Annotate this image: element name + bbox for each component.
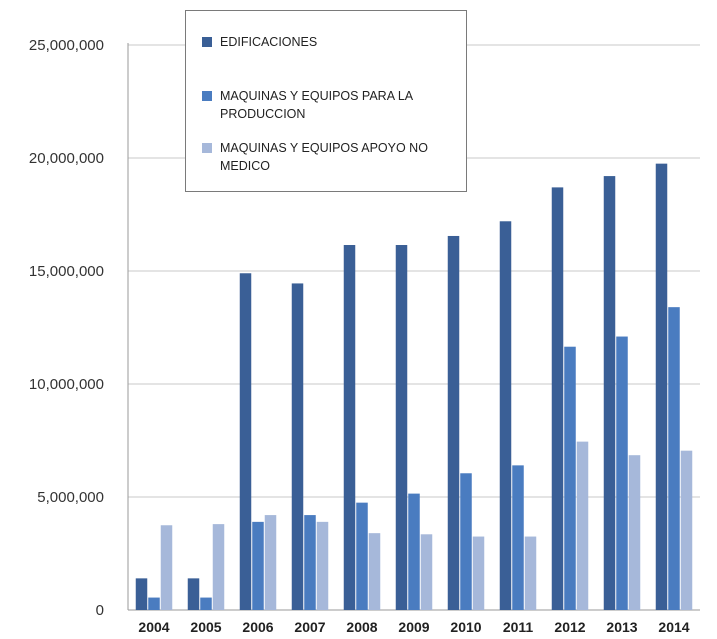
bar-2013-series-2 <box>616 336 628 610</box>
bar-2004-series-1 <box>135 578 148 610</box>
bar-2005-series-3 <box>212 524 225 610</box>
bar-2013-series-3 <box>628 455 641 610</box>
bar-2013-series-1 <box>603 176 616 610</box>
bar-2012-series-3 <box>576 441 589 610</box>
bar-2007-series-2 <box>304 515 316 610</box>
bar-2005-series-1 <box>187 578 200 610</box>
y-tick-label: 25,000,000 <box>29 37 104 54</box>
legend-item-edificaciones: EDIFICACIONES <box>202 33 460 51</box>
bar-2007-series-1 <box>291 283 304 610</box>
x-tick-label: 2013 <box>606 619 637 635</box>
bar-2012-series-2 <box>564 346 576 610</box>
bar-2010-series-1 <box>447 235 460 610</box>
x-tick-label: 2004 <box>138 619 169 635</box>
x-tick-label: 2014 <box>658 619 689 635</box>
y-tick-label: 0 <box>96 602 104 619</box>
bar-2014-series-3 <box>680 450 693 610</box>
bar-2014-series-2 <box>668 307 680 610</box>
legend-label-edificaciones: EDIFICACIONES <box>220 35 318 49</box>
x-tick-label: 2005 <box>190 619 221 635</box>
legend-item-maquinas-produccion: MAQUINAS Y EQUIPOS PARA LA PRODUCCION <box>202 87 460 123</box>
legend-swatch-maquinas-apoyo <box>202 143 212 153</box>
bar-2011-series-1 <box>499 221 512 610</box>
bar-2004-series-3 <box>160 525 173 610</box>
x-tick-label: 2006 <box>242 619 273 635</box>
legend-swatch-maquinas-produccion <box>202 91 212 101</box>
bar-2006-series-2 <box>252 521 264 610</box>
bar-2008-series-3 <box>368 533 381 610</box>
legend-swatch-edificaciones <box>202 37 212 47</box>
bar-2008-series-1 <box>343 245 356 610</box>
bar-2010-series-2 <box>460 473 472 610</box>
x-tick-label: 2008 <box>346 619 377 635</box>
legend: EDIFICACIONES MAQUINAS Y EQUIPOS PARA LA… <box>185 10 467 192</box>
bar-2009-series-1 <box>395 245 408 610</box>
bar-2014-series-1 <box>655 163 668 610</box>
legend-item-maquinas-apoyo: MAQUINAS Y EQUIPOS APOYO NO MEDICO <box>202 139 460 175</box>
x-tick-label: 2010 <box>450 619 481 635</box>
bar-2007-series-3 <box>316 521 329 610</box>
y-tick-label: 15,000,000 <box>29 263 104 280</box>
bar-2010-series-3 <box>472 536 485 610</box>
legend-label-maquinas-produccion: MAQUINAS Y EQUIPOS PARA LA PRODUCCION <box>220 89 413 121</box>
bar-2009-series-3 <box>420 534 433 610</box>
bar-2006-series-3 <box>264 515 277 610</box>
bar-2012-series-1 <box>551 187 564 610</box>
bar-2005-series-2 <box>200 597 212 610</box>
bar-2006-series-1 <box>239 273 252 610</box>
x-tick-label: 2011 <box>503 619 534 635</box>
x-tick-label: 2009 <box>398 619 429 635</box>
bar-2004-series-2 <box>148 597 160 610</box>
y-tick-label: 10,000,000 <box>29 376 104 393</box>
x-tick-label: 2012 <box>554 619 585 635</box>
y-tick-label: 20,000,000 <box>29 150 104 167</box>
legend-label-maquinas-apoyo: MAQUINAS Y EQUIPOS APOYO NO MEDICO <box>220 141 428 173</box>
x-tick-label: 2007 <box>294 619 325 635</box>
bar-2009-series-2 <box>408 493 420 610</box>
y-tick-label: 5,000,000 <box>37 489 104 506</box>
bar-2011-series-3 <box>524 536 537 610</box>
bar-2008-series-2 <box>356 502 368 610</box>
bar-2011-series-2 <box>512 465 524 610</box>
